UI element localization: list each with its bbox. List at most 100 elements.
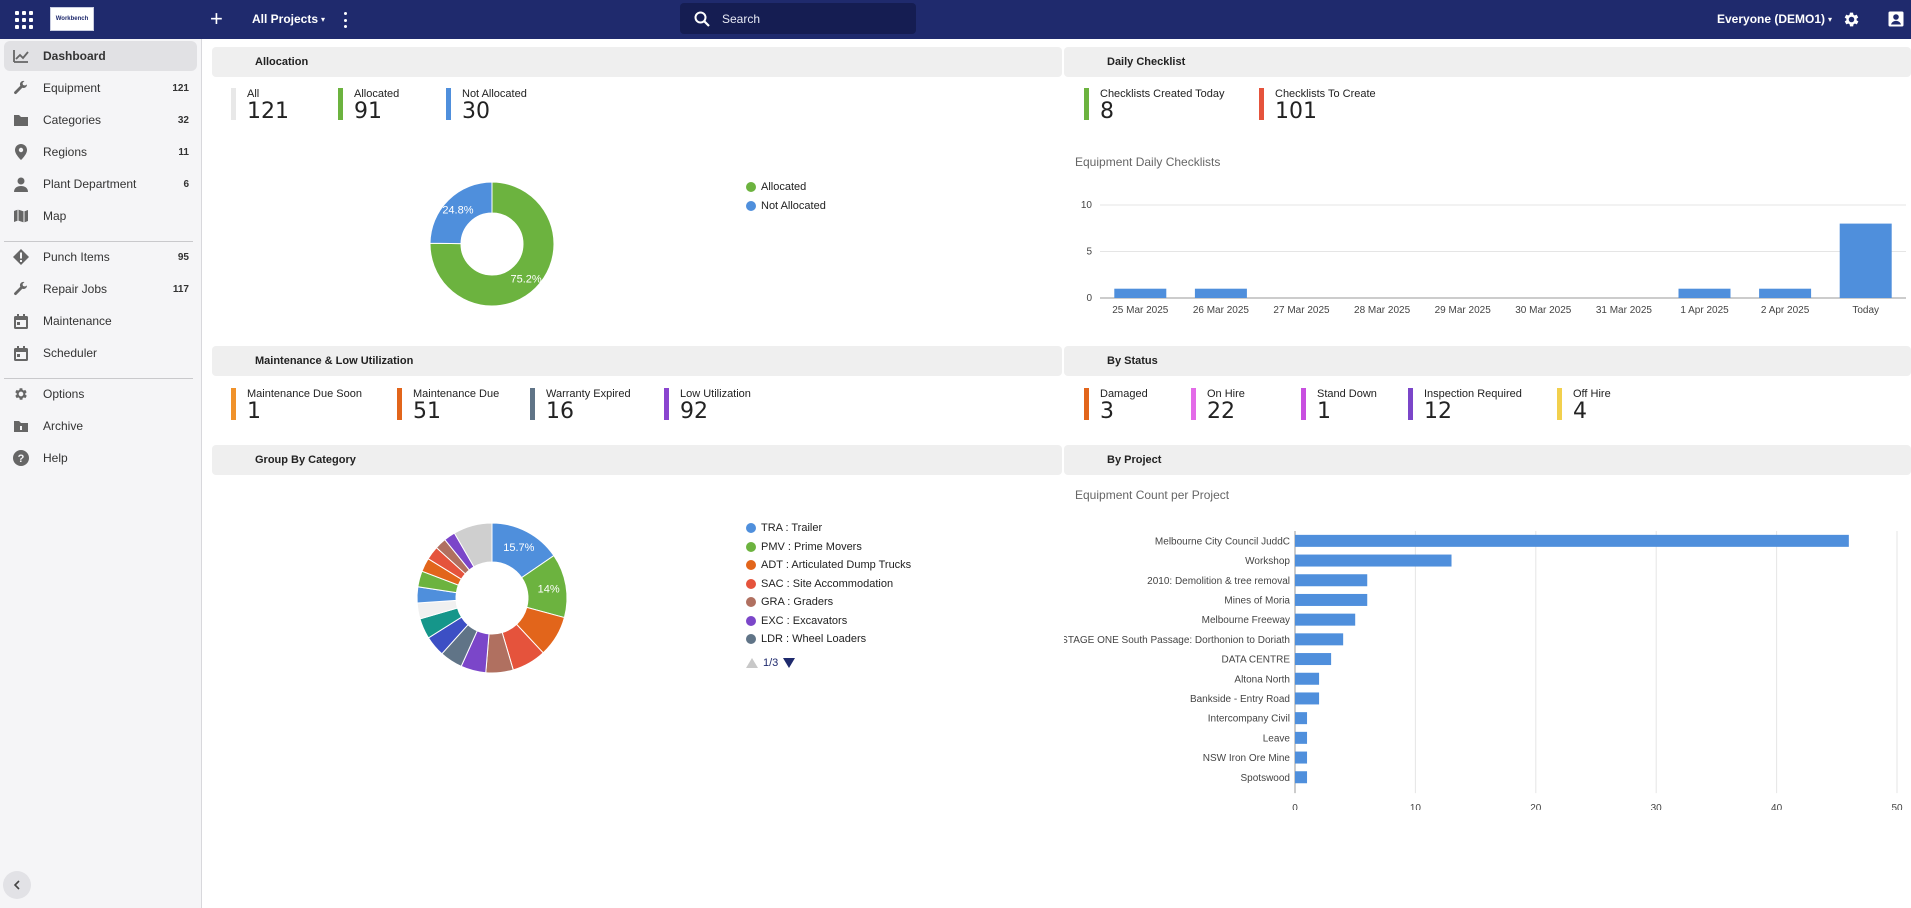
legend-label: TRA : Trailer <box>761 522 823 535</box>
sidebar-item-equipment[interactable]: Equipment 121 <box>4 73 197 103</box>
maintenance-panel-header: Maintenance & Low Utilization <box>212 346 1062 376</box>
stat-all[interactable]: All 121 <box>231 88 289 124</box>
stat-stand-down[interactable]: Stand Down 1 <box>1301 388 1377 424</box>
sidebar-item-options[interactable]: Options <box>4 379 197 409</box>
stat-checklists-to-create[interactable]: Checklists To Create 101 <box>1259 88 1376 124</box>
bar[interactable] <box>1295 593 1368 606</box>
stat-warranty-expired[interactable]: Warranty Expired 16 <box>530 388 631 424</box>
legend-item-tra-trailer[interactable]: TRA : Trailer <box>746 519 911 538</box>
sidebar-item-maintenance[interactable]: Maintenance <box>4 306 197 336</box>
projects-dropdown-label: All Projects <box>252 12 319 26</box>
stat-allocated[interactable]: Allocated 91 <box>338 88 399 124</box>
bar[interactable] <box>1295 633 1344 646</box>
caret-down-icon: ▾ <box>1828 14 1833 24</box>
sidebar-item-punch-items[interactable]: Punch Items 95 <box>4 242 197 272</box>
sidebar-item-map[interactable]: Map <box>4 201 197 231</box>
sidebar-item-label: Archive <box>43 419 84 433</box>
category-legend: TRA : Trailer PMV : Prime Movers ADT : Art… <box>746 519 911 649</box>
donut-data-label: 75.2% <box>510 274 541 286</box>
legend-dot <box>746 560 756 571</box>
legend-item-sac-site-accommodation[interactable]: SAC : Site Accommodation <box>746 575 911 594</box>
bar[interactable] <box>1839 223 1892 298</box>
sidebar-divider <box>4 241 193 242</box>
collapse-sidebar-button[interactable] <box>3 871 31 899</box>
stat-maintenance-due[interactable]: Maintenance Due 51 <box>397 388 499 424</box>
stat-inspection-required[interactable]: Inspection Required 12 <box>1408 388 1522 424</box>
stat-maintenance-due-soon[interactable]: Maintenance Due Soon 1 <box>231 388 362 424</box>
legend-item-ldr-wheel-loaders[interactable]: LDR : Wheel Loaders <box>746 630 911 649</box>
bar[interactable] <box>1295 712 1308 725</box>
legend-label: GRA : Graders <box>761 596 834 609</box>
sidebar-item-dashboard[interactable]: Dashboard <box>4 41 197 71</box>
bar[interactable] <box>1295 574 1368 587</box>
sidebar-item-help[interactable]: ? Help <box>4 443 197 473</box>
legend-label: LDR : Wheel Loaders <box>761 633 867 646</box>
donut-slice-not-allocated[interactable] <box>429 181 493 245</box>
donut-slice-allocated[interactable] <box>429 181 555 307</box>
more-options-icon[interactable] <box>342 12 348 28</box>
y-tick-label: DATA CENTRE <box>1221 655 1290 666</box>
user-scope-label: Everyone (DEMO1) <box>1717 12 1826 26</box>
account-icon[interactable] <box>1888 11 1904 27</box>
stat-not-allocated[interactable]: Not Allocated 30 <box>446 88 527 124</box>
stat-label: Stand Down <box>1317 388 1377 400</box>
sidebar-item-label: Plant Department <box>43 177 137 191</box>
page-up-icon[interactable] <box>746 658 758 668</box>
stat-off-hire[interactable]: Off Hire 4 <box>1557 388 1611 424</box>
y-tick-label: Intercompany Civil <box>1208 714 1290 725</box>
legend-item-pmv-prime-movers[interactable]: PMV : Prime Movers <box>746 538 911 557</box>
bar[interactable] <box>1295 613 1356 626</box>
sidebar-item-plant-department[interactable]: Plant Department 6 <box>4 169 197 199</box>
bar[interactable] <box>1295 731 1308 744</box>
legend-label: EXC : Excavators <box>761 614 848 627</box>
legend-label: ADT : Articulated Dump Trucks <box>761 559 912 572</box>
bar[interactable] <box>1295 692 1320 705</box>
projects-dropdown[interactable]: All Projects ▾ <box>252 12 325 26</box>
donut-slice[interactable] <box>453 522 493 568</box>
sidebar-item-categories[interactable]: Categories 32 <box>4 105 197 135</box>
legend-label: SAC : Site Accommodation <box>761 577 894 590</box>
stat-value: 1 <box>247 399 261 424</box>
bar[interactable] <box>1295 534 1849 547</box>
bar[interactable] <box>1295 554 1452 567</box>
legend-page-indicator: 1/3 <box>763 657 779 669</box>
legend-item-allocated[interactable]: Allocated <box>746 178 826 197</box>
sidebar-item-archive[interactable]: Archive <box>4 411 197 441</box>
project-chart-title: Equipment Count per Project <box>1075 488 1230 502</box>
bar[interactable] <box>1759 288 1812 298</box>
sidebar-item-repair-jobs[interactable]: Repair Jobs 117 <box>4 274 197 304</box>
apps-grid-icon[interactable] <box>15 11 33 29</box>
pin-icon <box>12 143 30 161</box>
stat-label: Off Hire <box>1573 388 1611 400</box>
legend-item-gra-graders[interactable]: GRA : Graders <box>746 593 911 612</box>
bar[interactable] <box>1295 672 1320 685</box>
stat-low-utilization[interactable]: Low Utilization 92 <box>664 388 751 424</box>
legend-item-exc-excavators[interactable]: EXC : Excavators <box>746 612 911 631</box>
stat-checklists-created-today[interactable]: Checklists Created Today 8 <box>1084 88 1225 124</box>
bar[interactable] <box>1678 288 1731 298</box>
search-input[interactable]: Search <box>680 3 916 34</box>
stat-value: 101 <box>1275 99 1317 124</box>
sidebar-item-label: Repair Jobs <box>43 282 108 296</box>
bar[interactable] <box>1194 288 1247 298</box>
sidebar-item-scheduler[interactable]: Scheduler <box>4 338 197 368</box>
stat-value: 4 <box>1573 399 1587 424</box>
bar[interactable] <box>1295 653 1332 666</box>
legend-item-adt-articulated-dump-trucks[interactable]: ADT : Articulated Dump Trucks <box>746 556 911 575</box>
bar[interactable] <box>1114 288 1167 298</box>
sidebar-item-regions[interactable]: Regions 11 <box>4 137 197 167</box>
add-icon[interactable]: + <box>210 6 223 31</box>
settings-gear-icon[interactable] <box>1842 10 1861 29</box>
daily-checklist-panel-header: Daily Checklist <box>1064 47 1911 77</box>
bar[interactable] <box>1295 751 1308 764</box>
stat-on-hire[interactable]: On Hire 22 <box>1191 388 1245 424</box>
stat-damaged[interactable]: Damaged 3 <box>1084 388 1148 424</box>
sidebar-item-label: Regions <box>43 145 88 159</box>
sidebar-item-count: 121 <box>172 82 189 94</box>
legend-item-not-allocated[interactable]: Not Allocated <box>746 197 826 216</box>
app-logo[interactable]: Workbench <box>50 7 94 31</box>
user-scope-dropdown[interactable]: Everyone (DEMO1) ▾ <box>1717 12 1832 26</box>
page-down-icon[interactable] <box>783 658 796 668</box>
bar[interactable] <box>1295 771 1308 784</box>
daily-checklists-chart-title: Equipment Daily Checklists <box>1075 155 1221 169</box>
